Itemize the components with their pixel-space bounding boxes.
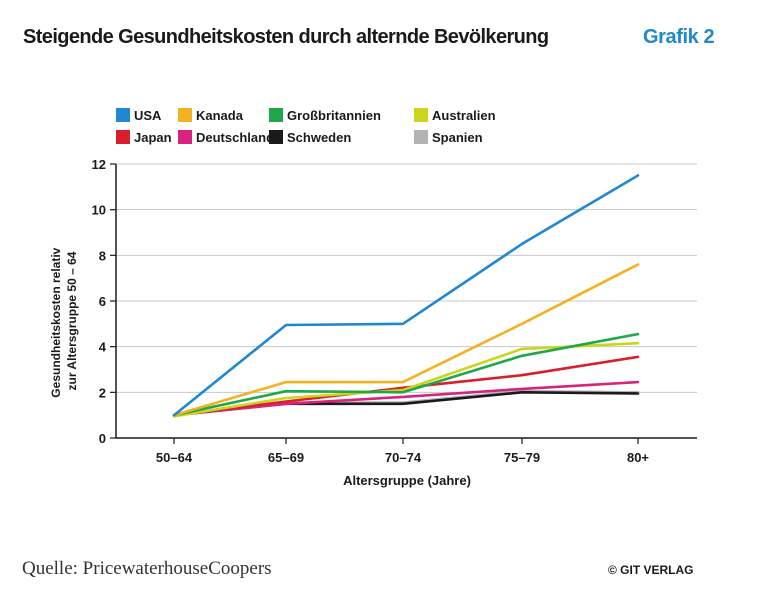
legend-label: Japan — [134, 130, 172, 145]
chart-series-lines — [172, 174, 640, 418]
legend-label: Australien — [432, 108, 496, 123]
y-axis-label-line-1: Gesundheitskosten relativ — [49, 247, 63, 397]
chart-legend: USA Kanada Großbritannien Australien Japan De… — [116, 108, 496, 145]
source-note: Quelle: PricewaterhouseCoopers — [22, 558, 272, 579]
x-tick-label: 80+ — [627, 450, 649, 465]
legend-label: USA — [134, 108, 162, 123]
legend-swatch — [116, 130, 130, 144]
figure-badge: Grafik 2 — [643, 26, 715, 48]
series-line-japan — [172, 355, 640, 417]
series-line-usa — [172, 174, 640, 417]
x-tick-label: 75–79 — [504, 450, 540, 465]
x-tick-label: 65–69 — [268, 450, 304, 465]
series-line-großbritannien — [172, 332, 640, 417]
y-axis-label-line-2: zur Altersgruppe 50 – 64 — [65, 251, 79, 390]
y-tick-label: 8 — [99, 248, 106, 263]
y-tick-labels: 0 2 4 6 8 10 12 — [92, 157, 107, 446]
legend-label: Schweden — [287, 130, 351, 145]
y-tick-label: 10 — [92, 203, 106, 218]
copyright-note: © GIT VERLAG — [608, 563, 694, 577]
y-tick-label: 0 — [99, 431, 106, 446]
legend-swatch — [269, 130, 283, 144]
y-tick-label: 12 — [92, 157, 106, 172]
legend-label: Großbritannien — [287, 108, 381, 123]
x-tick-label: 50–64 — [156, 450, 193, 465]
legend-label: Spanien — [432, 130, 483, 145]
series-line-australien — [172, 341, 640, 418]
series-line-deutschland — [172, 380, 640, 417]
y-tick-label: 4 — [99, 340, 107, 355]
y-tick-label: 6 — [99, 294, 106, 309]
legend-swatch — [414, 108, 428, 122]
legend-swatch — [116, 108, 130, 122]
legend-label: Kanada — [196, 108, 244, 123]
chart-axes — [115, 164, 697, 444]
series-line-kanada — [172, 263, 640, 417]
page-title: Steigende Gesundheitskosten durch altern… — [23, 26, 549, 48]
y-tick-label: 2 — [99, 385, 106, 400]
legend-swatch — [414, 130, 428, 144]
legend-swatch — [269, 108, 283, 122]
legend-swatch — [178, 108, 192, 122]
legend-swatch — [178, 130, 192, 144]
y-axis-label: Gesundheitskosten relativ zur Altersgrup… — [49, 244, 79, 397]
legend-label: Deutschland — [196, 130, 274, 145]
x-tick-labels: 50–64 65–69 70–74 75–79 80+ — [156, 450, 650, 465]
x-axis-label: Altersgruppe (Jahre) — [343, 473, 471, 488]
x-tick-label: 70–74 — [385, 450, 422, 465]
